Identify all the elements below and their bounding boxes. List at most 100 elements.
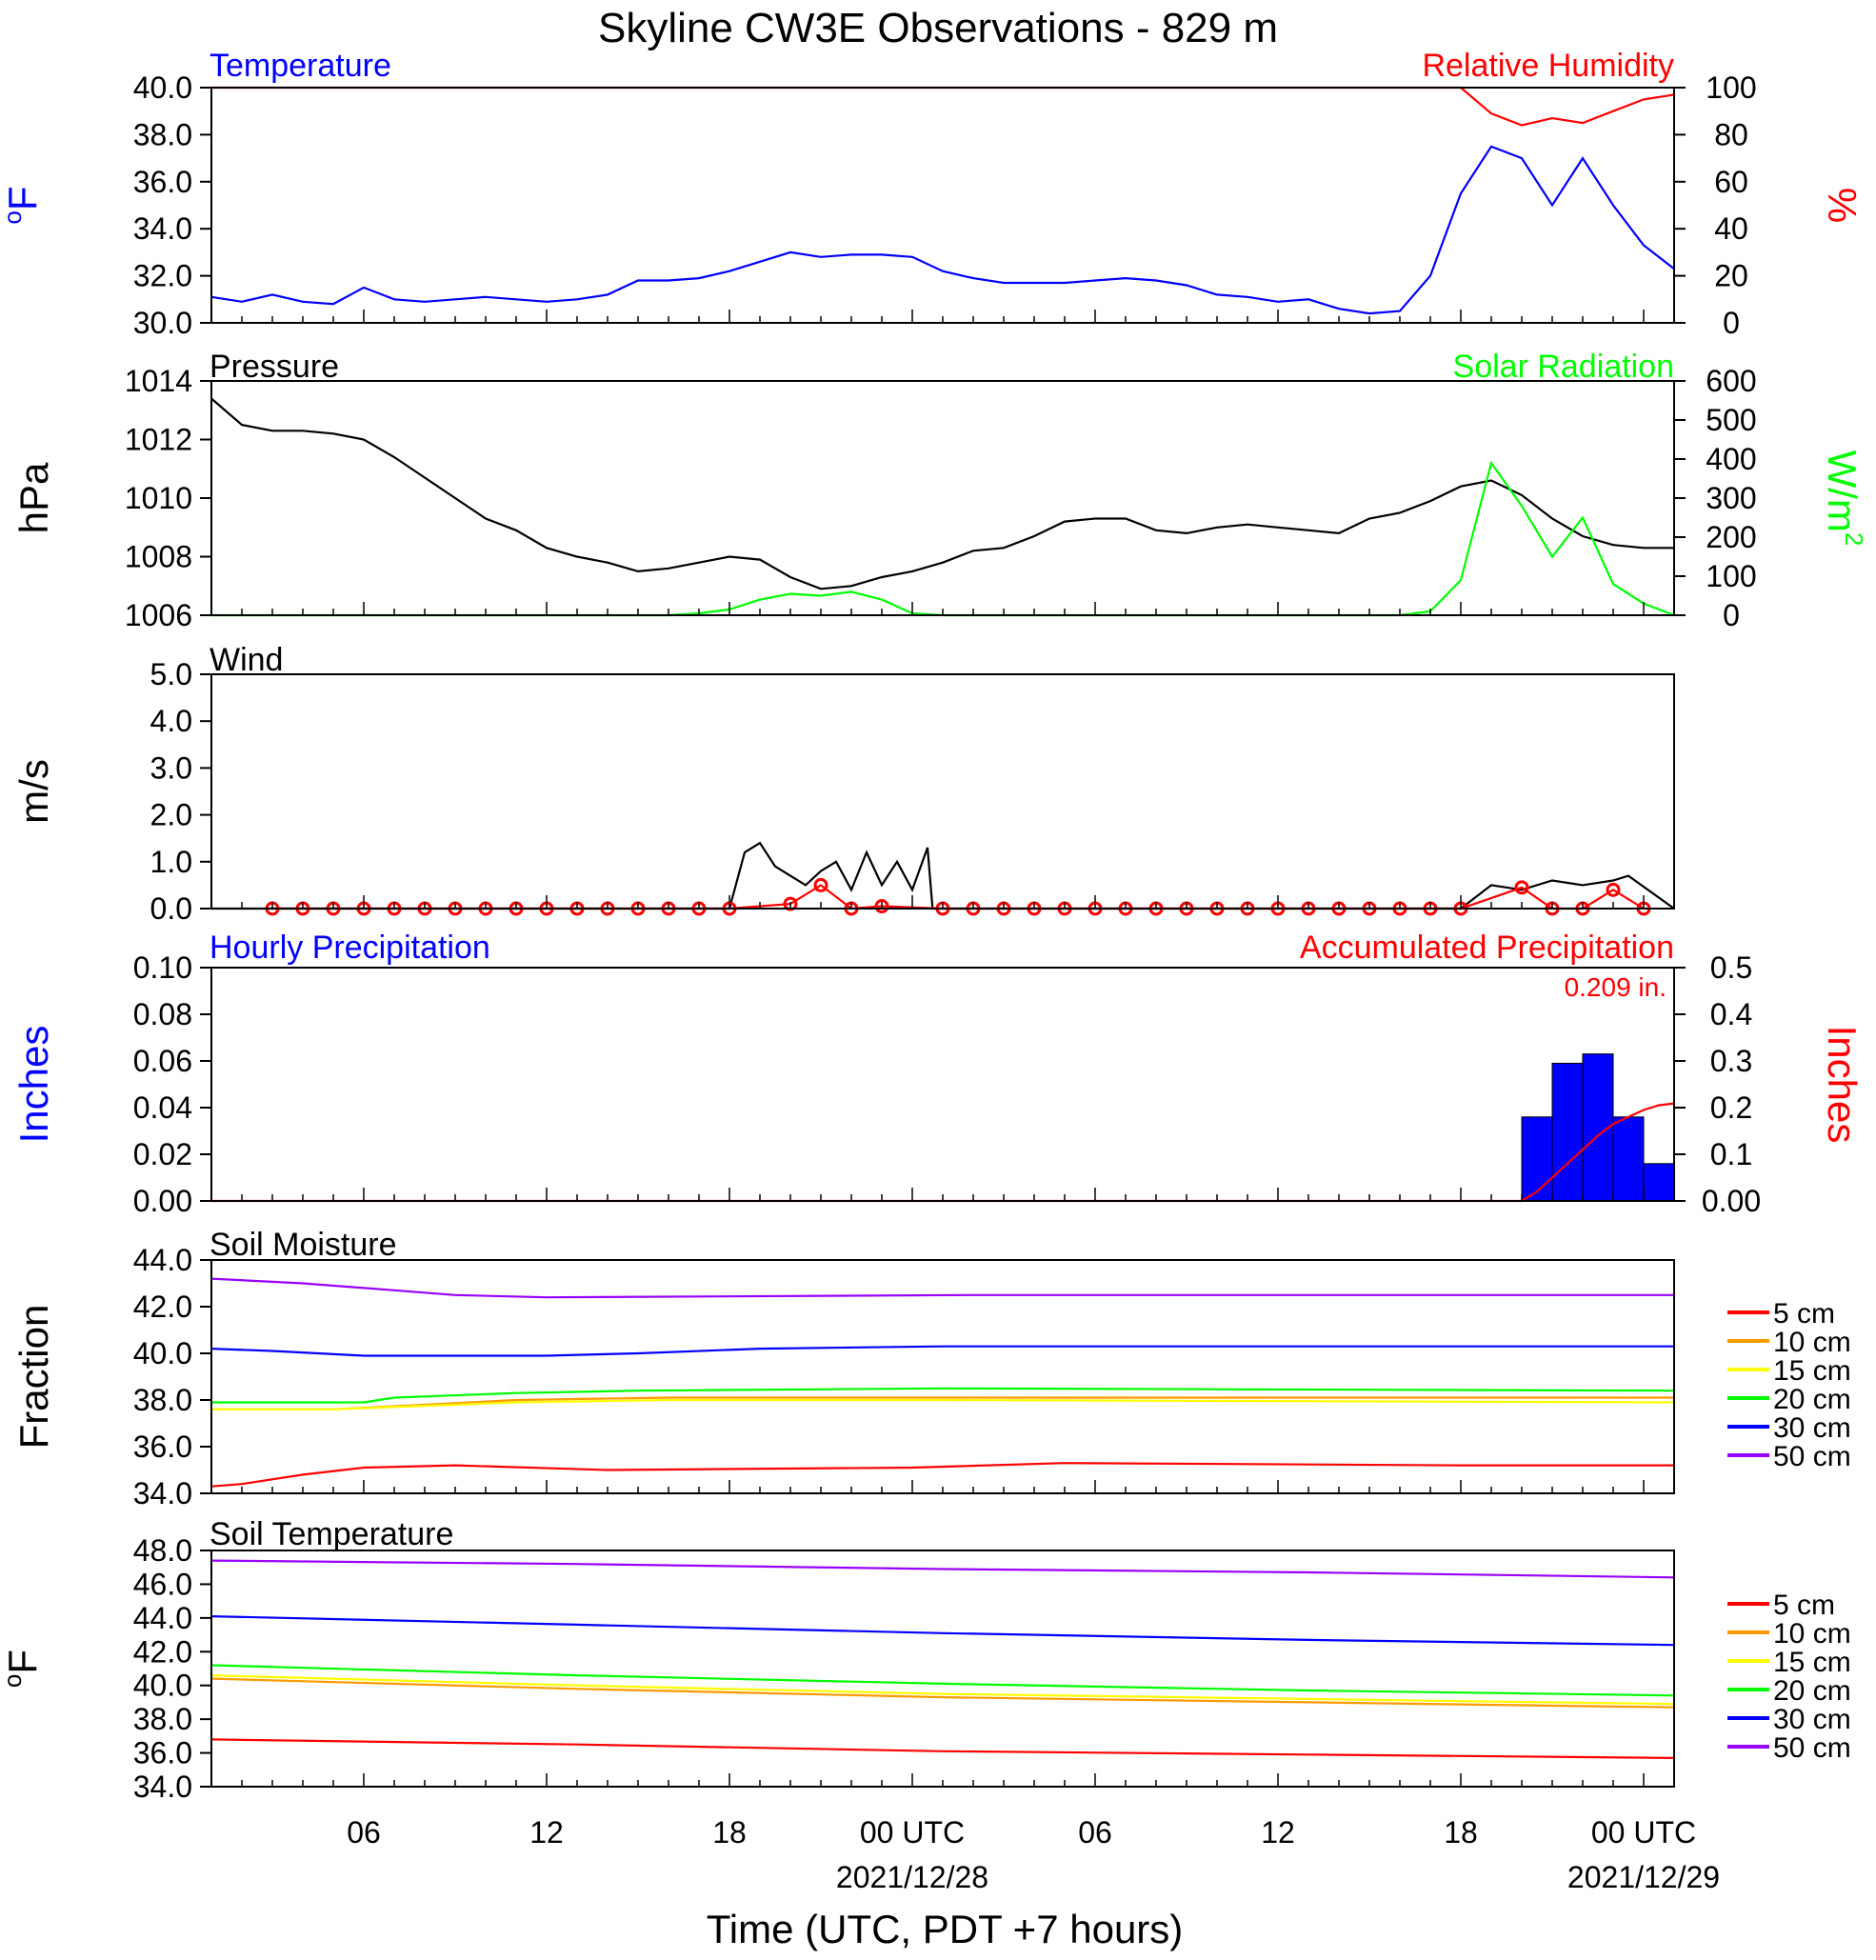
wind-mean-marker bbox=[1606, 882, 1621, 897]
series-line-temperature_rh-0 bbox=[210, 145, 1675, 315]
legend-label: 10 cm bbox=[1773, 1618, 1851, 1650]
y-right-tick-label: 0 bbox=[1723, 306, 1740, 340]
panel-title-left: Soil Moisture bbox=[210, 1227, 397, 1263]
series-line-wind-0 bbox=[211, 841, 1675, 910]
y-right-tick-label: 20 bbox=[1714, 259, 1748, 293]
x-tick-label: 00 UTC bbox=[860, 1815, 965, 1850]
series-line-soil_moisture-5 bbox=[210, 1277, 1674, 1299]
x-tick-label: 18 bbox=[1444, 1815, 1478, 1850]
y-right-tick-label: 0.3 bbox=[1710, 1044, 1752, 1078]
y-axis-label: m/s bbox=[11, 759, 56, 824]
precip-bar bbox=[1612, 1116, 1645, 1202]
y-tick-label: 40.0 bbox=[133, 70, 192, 105]
series-line-soil_temperature-1 bbox=[210, 1677, 1675, 1709]
panel-title-left: Pressure bbox=[210, 349, 339, 385]
y-tick-label: 38.0 bbox=[133, 1702, 192, 1736]
y-right-tick-label: 0.4 bbox=[1710, 997, 1752, 1031]
plot-frame bbox=[210, 380, 1675, 616]
y-tick-label: 32.0 bbox=[133, 259, 192, 293]
series-line-wind-1 bbox=[272, 884, 1645, 910]
y-tick-label: 42.0 bbox=[133, 1634, 192, 1669]
y-right-axis-label: Inches bbox=[1820, 1026, 1865, 1144]
x-tick-label: 06 bbox=[347, 1815, 381, 1850]
y-tick-label: 0.00 bbox=[133, 1184, 192, 1218]
series-line-pressure_solar-0 bbox=[210, 397, 1674, 590]
x-tick-label: 18 bbox=[712, 1815, 747, 1850]
y-axis-label: hPa bbox=[11, 462, 56, 533]
y-tick-label: 38.0 bbox=[133, 1383, 192, 1417]
legend-label: 50 cm bbox=[1773, 1441, 1851, 1472]
y-tick-label: 1012 bbox=[125, 423, 192, 457]
y-tick-label: 48.0 bbox=[133, 1533, 192, 1568]
y-axis-label: oF bbox=[0, 1650, 45, 1688]
legend-label: 30 cm bbox=[1773, 1704, 1851, 1735]
y-right-tick-label: 100 bbox=[1706, 70, 1756, 105]
y-right-tick-label: 0 bbox=[1723, 598, 1740, 632]
legend-label: 5 cm bbox=[1773, 1298, 1835, 1330]
wind-mean-marker bbox=[874, 899, 889, 914]
accumulated-total-label: 0.209 in. bbox=[1565, 972, 1666, 1002]
y-right-axis-label: W/m2 bbox=[1820, 450, 1868, 547]
y-tick-label: 1006 bbox=[125, 598, 192, 632]
y-tick-label: 4.0 bbox=[150, 704, 192, 738]
panel-precipitation: 0.00 0.02 0.04 0.06 0.08 0.10 0.00 0.1 0.2 0.3 0.4… bbox=[11, 930, 1865, 1218]
y-tick-label: 0.08 bbox=[133, 997, 192, 1031]
panel-title-left: Soil Temperature bbox=[210, 1516, 453, 1552]
y-right-axis-label: % bbox=[1820, 188, 1865, 223]
y-tick-label: 1010 bbox=[125, 481, 192, 515]
precip-bar bbox=[1643, 1163, 1675, 1202]
x-tick-label: 12 bbox=[1261, 1815, 1295, 1850]
y-tick-label: 34.0 bbox=[133, 1770, 192, 1804]
y-tick-label: 36.0 bbox=[133, 165, 192, 199]
y-tick-label: 0.06 bbox=[133, 1044, 192, 1078]
date-label: 2021/12/29 bbox=[1567, 1860, 1720, 1894]
wind-mean-marker bbox=[813, 877, 828, 892]
series-line-soil_temperature-3 bbox=[210, 1664, 1675, 1697]
wind-mean-marker bbox=[783, 896, 798, 911]
x-tick-label: 00 UTC bbox=[1591, 1815, 1696, 1850]
panel-temperature_rh: 30.0 32.0 34.0 36.0 38.0 40.0 0 20 40 60 80 100 Temp… bbox=[0, 48, 1865, 340]
y-right-tick-label: 300 bbox=[1706, 481, 1756, 515]
y-right-tick-label: 0.2 bbox=[1710, 1090, 1752, 1125]
legend-label: 5 cm bbox=[1773, 1590, 1835, 1621]
panel-soil_temperature: 34.036.038.040.042.044.046.048.0 Soil Tem… bbox=[0, 1516, 1851, 1804]
panels: 30.032.034.036.038.040.0020406080100Temp… bbox=[0, 48, 1868, 1804]
y-tick-label: 36.0 bbox=[133, 1430, 192, 1464]
y-axis-label: Inches bbox=[11, 1026, 56, 1144]
y-tick-label: 44.0 bbox=[133, 1243, 192, 1277]
y-tick-label: 5.0 bbox=[150, 657, 192, 691]
y-tick-label: 36.0 bbox=[133, 1736, 192, 1770]
y-right-tick-label: 80 bbox=[1714, 117, 1748, 151]
precip-bar bbox=[1551, 1062, 1584, 1202]
y-tick-label: 34.0 bbox=[133, 1476, 192, 1510]
panel-title-right: Solar Radiation bbox=[1453, 349, 1674, 385]
plot-frame bbox=[210, 87, 1675, 324]
series-line-soil_temperature-4 bbox=[210, 1615, 1675, 1647]
series-line-precipitation-0 bbox=[211, 1102, 1675, 1203]
series-line-pressure_solar-1 bbox=[211, 460, 1675, 617]
y-right-tick-label: 0.5 bbox=[1710, 950, 1752, 985]
panel-soil_moisture: 34.0 36.0 38.0 40.0 42.0 44.0 Soil Moisture Fra… bbox=[11, 1227, 1851, 1510]
y-axis-label: oF bbox=[0, 186, 45, 224]
legend-label: 20 cm bbox=[1773, 1675, 1851, 1707]
y-tick-label: 0.02 bbox=[133, 1137, 192, 1171]
panel-title-right: Relative Humidity bbox=[1422, 48, 1674, 84]
series-line-soil_moisture-4 bbox=[210, 1345, 1674, 1357]
panel-pressure_solar: 1006 1008 1010 1012 1014 0 100 200 300 400 500 600 P… bbox=[11, 349, 1868, 632]
y-right-tick-label: 100 bbox=[1706, 559, 1756, 593]
legend-label: 50 cm bbox=[1773, 1732, 1851, 1764]
y-right-tick-label: 500 bbox=[1706, 403, 1756, 437]
series-line-soil_moisture-0 bbox=[210, 1462, 1674, 1488]
y-tick-label: 2.0 bbox=[150, 798, 192, 832]
y-axis-label: Fraction bbox=[11, 1305, 56, 1450]
y-tick-label: 40.0 bbox=[133, 1336, 192, 1370]
y-right-tick-label: 600 bbox=[1706, 364, 1756, 398]
y-tick-label: 42.0 bbox=[133, 1290, 192, 1324]
y-tick-label: 44.0 bbox=[133, 1601, 192, 1635]
time-axis: 06 12 18 00 UTC 06 12 18 00 UTC 2021/12/28 2021/1… bbox=[347, 1815, 1720, 1894]
legend-label: 30 cm bbox=[1773, 1412, 1851, 1444]
panel-title-left: Hourly Precipitation bbox=[210, 930, 490, 966]
panel-title-left: Wind bbox=[210, 642, 283, 678]
y-right-tick-label: 0.00 bbox=[1702, 1184, 1761, 1218]
